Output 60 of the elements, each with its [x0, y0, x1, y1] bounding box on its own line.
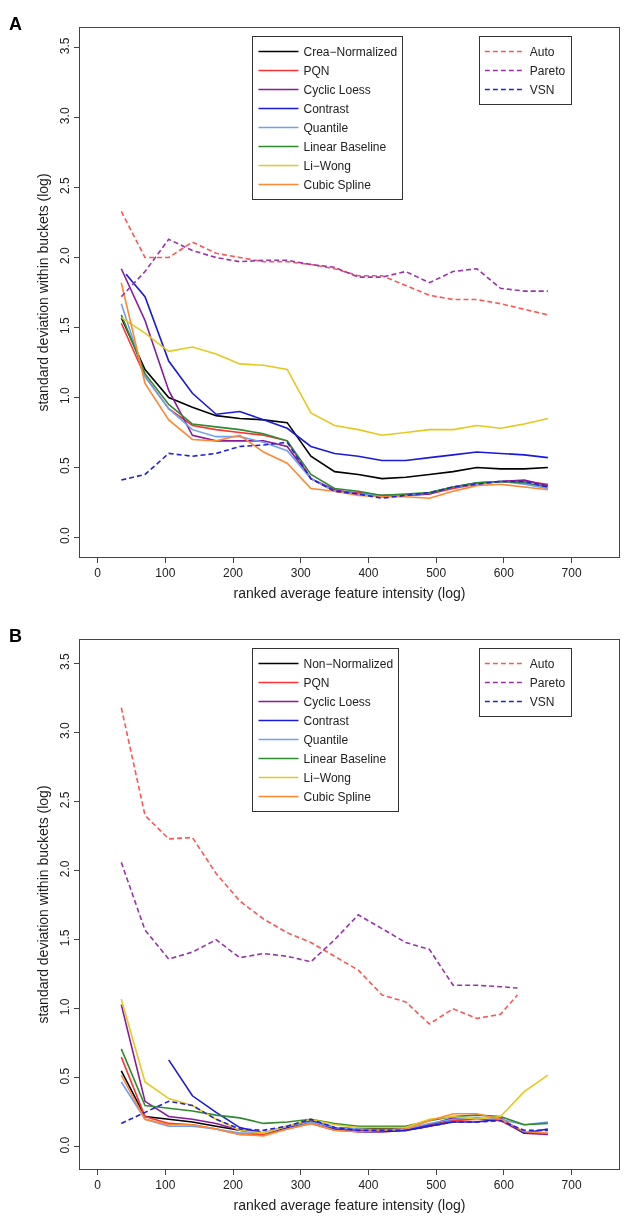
- legend-label: Quantile: [303, 733, 349, 748]
- y-axis-title: standard deviation within buckets (log): [34, 173, 51, 412]
- x-axis-title: ranked average feature intensity (log): [233, 584, 466, 601]
- legend-label: PQN: [303, 676, 330, 691]
- legend-label: Pareto: [529, 676, 566, 691]
- x-tick-label: 0: [94, 1178, 102, 1193]
- y-tick-label: 1.5: [58, 317, 73, 335]
- y-tick-label: 0.0: [58, 1136, 73, 1154]
- legend-label: Auto: [529, 45, 555, 60]
- x-tick-label: 500: [426, 566, 447, 581]
- legend-label: Cyclic Loess: [303, 695, 371, 710]
- y-tick-label: 3.0: [58, 722, 73, 740]
- x-tick-label: 600: [493, 1178, 515, 1193]
- x-tick-label: 100: [155, 1178, 176, 1193]
- y-tick-label: 0.5: [58, 456, 73, 474]
- legend-label: Linear Baseline: [303, 752, 387, 767]
- text: A: [9, 14, 22, 34]
- legend-label: Li−Wong: [303, 159, 351, 174]
- legend-label: VSN: [529, 695, 555, 710]
- legend-label: Pareto: [529, 64, 566, 79]
- y-tick-label: 0.0: [58, 526, 73, 544]
- y-tick-label: 2.0: [58, 860, 73, 878]
- legend-label: Cubic Spline: [303, 790, 372, 805]
- y-tick-label: 3.5: [58, 37, 73, 55]
- x-tick-label: 300: [290, 566, 312, 581]
- x-tick-label: 500: [426, 1178, 447, 1193]
- x-tick-label: 100: [155, 566, 176, 581]
- x-tick-label: 0: [94, 566, 102, 581]
- legend-label: Contrast: [303, 714, 350, 729]
- x-tick-label: 700: [561, 566, 582, 581]
- text: B: [9, 626, 22, 646]
- x-tick-label: 400: [358, 1178, 379, 1193]
- legend-label: Crea−Normalized: [303, 45, 398, 60]
- legend-label: VSN: [529, 83, 555, 98]
- legend-label: Linear Baseline: [303, 140, 387, 155]
- y-axis-title: standard deviation within buckets (log): [34, 785, 51, 1024]
- x-tick-label: 700: [561, 1178, 582, 1193]
- legend-label: Contrast: [303, 102, 350, 117]
- y-tick-label: 1.5: [58, 929, 73, 947]
- x-tick-label: 200: [223, 566, 244, 581]
- legend-label: Auto: [529, 657, 555, 672]
- y-tick-label: 3.5: [58, 653, 73, 671]
- y-tick-label: 1.0: [58, 387, 73, 404]
- legend-label: Quantile: [303, 121, 349, 136]
- x-axis-title: ranked average feature intensity (log): [233, 1196, 466, 1213]
- y-tick-label: 0.5: [58, 1067, 73, 1085]
- x-tick-label: 400: [358, 566, 379, 581]
- x-tick-label: 600: [493, 566, 515, 581]
- legend-label: PQN: [303, 64, 330, 79]
- legend-label: Cyclic Loess: [303, 83, 371, 98]
- legend-label: Non−Normalized: [303, 657, 394, 672]
- legend-label: Li−Wong: [303, 771, 351, 786]
- y-tick-label: 2.5: [58, 177, 73, 195]
- y-tick-label: 2.5: [58, 791, 73, 809]
- x-tick-label: 200: [223, 1178, 244, 1193]
- y-tick-label: 1.0: [58, 998, 73, 1016]
- y-tick-label: 2.0: [58, 247, 73, 265]
- x-tick-label: 300: [290, 1178, 312, 1193]
- legend-label: Cubic Spline: [303, 178, 372, 193]
- y-tick-label: 3.0: [58, 107, 73, 125]
